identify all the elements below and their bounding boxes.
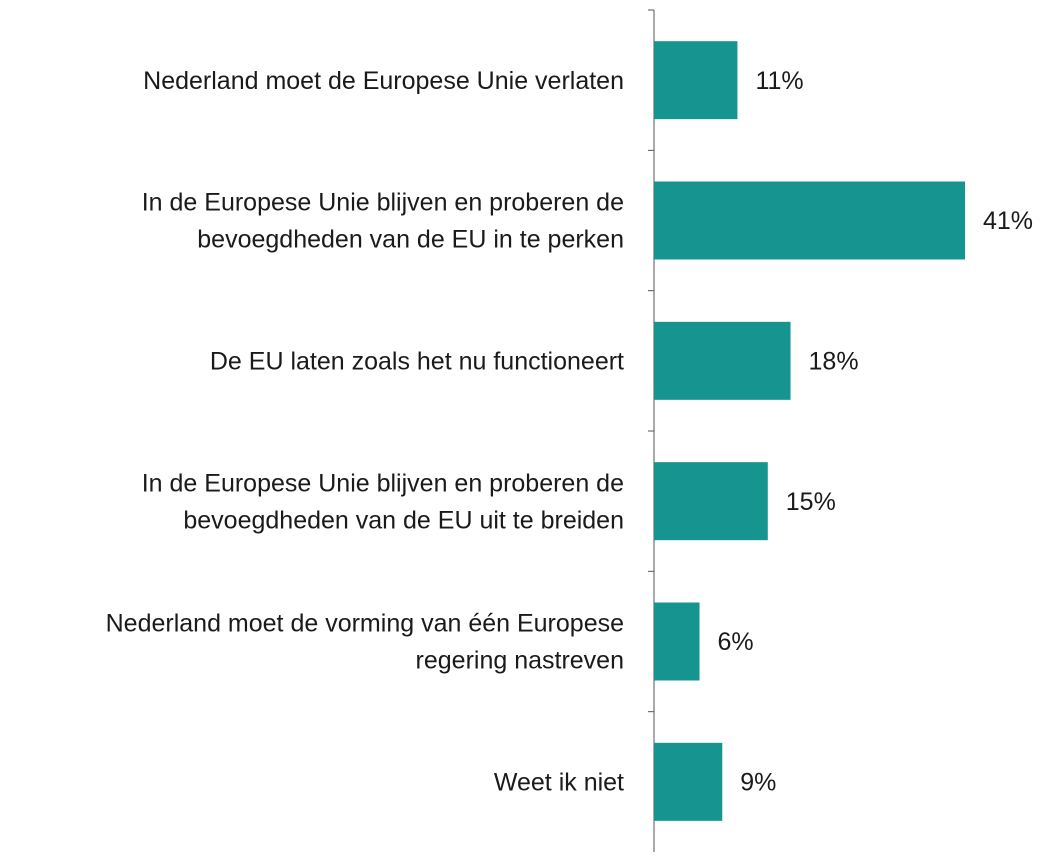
category-label: Nederland moet de vorming van één Europe…: [106, 610, 624, 638]
category-label: regering nastreven: [416, 647, 624, 675]
bar: [654, 41, 738, 120]
category-label: In de Europese Unie blijven en proberen …: [142, 469, 624, 497]
value-label: 6%: [718, 628, 754, 656]
bar: [654, 321, 791, 400]
category-label: Weet ik niet: [494, 768, 624, 796]
bar: [654, 602, 700, 681]
category-label: In de Europese Unie blijven en proberen …: [142, 189, 624, 217]
value-label: 18%: [809, 347, 859, 375]
category-label: bevoegdheden van de EU uit te breiden: [183, 506, 624, 534]
category-label: Nederland moet de Europese Unie verlaten: [143, 67, 624, 95]
value-label: 9%: [740, 768, 776, 796]
category-label: De EU laten zoals het nu functioneert: [210, 347, 624, 375]
value-label: 15%: [786, 488, 836, 516]
bar: [654, 742, 723, 821]
category-label: bevoegdheden van de EU in te perken: [197, 226, 624, 254]
value-label: 11%: [755, 67, 803, 95]
value-label: 41%: [983, 207, 1033, 235]
bar: [654, 462, 768, 541]
bar: [654, 181, 965, 260]
